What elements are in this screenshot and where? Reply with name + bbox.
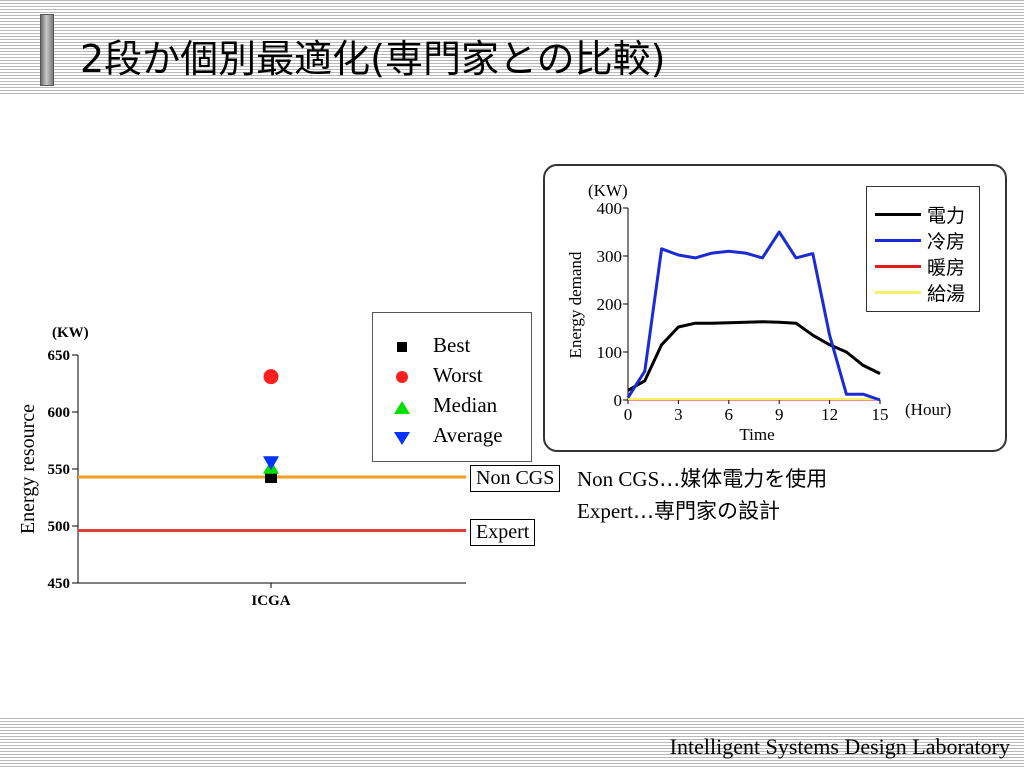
square-marker-icon: [397, 342, 407, 352]
main-legend: Best Worst Median Average: [372, 312, 532, 462]
legend-label-worst: Worst: [433, 363, 483, 387]
inset-legend-item-denryoku: 電力: [867, 201, 981, 227]
note-expert: Expert…専門家の設計: [577, 495, 780, 525]
note-non-cgs-term: Non CGS: [577, 467, 660, 491]
note-expert-term: Expert: [577, 499, 633, 523]
x-tick-label: ICGA: [251, 593, 290, 609]
inset-legend-label-kyuutou: 給湯: [927, 283, 966, 305]
inset-legend-label-danbou: 暖房: [927, 257, 966, 279]
legend-item-worst: Worst: [373, 363, 533, 393]
line-swatch-icon: [875, 213, 921, 216]
inset-legend-item-reibou: 冷房: [867, 227, 981, 253]
line-swatch-icon: [875, 265, 921, 268]
legend-item-average: Average: [373, 423, 533, 453]
line-swatch-icon: [875, 239, 921, 242]
y-axis-label: Energy resource: [17, 404, 39, 534]
non-cgs-label-box: Non CGS: [470, 465, 561, 492]
legend-item-median: Median: [373, 393, 533, 423]
page-title: 2段か個別最適化(専門家との比較): [80, 37, 666, 81]
y-tick-label: 600: [48, 405, 71, 421]
data-point-average: [263, 456, 279, 471]
line-swatch-icon: [875, 291, 921, 294]
footer-lab-name: Intelligent Systems Design Laboratory: [669, 734, 1010, 759]
data-point-best: [265, 470, 277, 483]
y-tick-label: 500: [48, 519, 71, 535]
data-point-worst: [263, 369, 279, 385]
inset-legend-label-denryoku: 電力: [927, 205, 966, 227]
title-accent-bar: [40, 14, 54, 86]
footer-stripes: [0, 718, 1024, 768]
triangle-down-marker-icon: [394, 432, 410, 445]
note-non-cgs-desc: …媒体電力を使用: [659, 467, 828, 491]
energy-resource-chart: 450 500 550 600 650 ICGA (KW) Energy resource: [17, 325, 466, 609]
inset-legend-item-danbou: 暖房: [867, 253, 981, 279]
inset-legend-item-kyuutou: 給湯: [867, 279, 981, 305]
note-non-cgs: Non CGS…媒体電力を使用: [577, 463, 827, 493]
legend-label-median: Median: [433, 393, 498, 417]
expert-label-box: Expert: [470, 519, 536, 546]
triangle-up-marker-icon: [394, 401, 410, 414]
circle-marker-icon: [396, 371, 408, 383]
inset-legend: 電力 冷房 暖房 給湯: [866, 186, 980, 312]
y-tick-label: 450: [48, 576, 71, 592]
inset-legend-label-reibou: 冷房: [927, 231, 966, 253]
y-unit-label: (KW): [52, 325, 89, 341]
legend-label-best: Best: [433, 333, 471, 357]
header-stripes: [0, 0, 1024, 94]
y-tick-label: 650: [48, 348, 71, 364]
y-tick-label: 550: [48, 462, 71, 478]
legend-item-best: Best: [373, 333, 533, 363]
legend-label-average: Average: [433, 423, 503, 447]
note-expert-desc: …専門家の設計: [632, 499, 780, 523]
